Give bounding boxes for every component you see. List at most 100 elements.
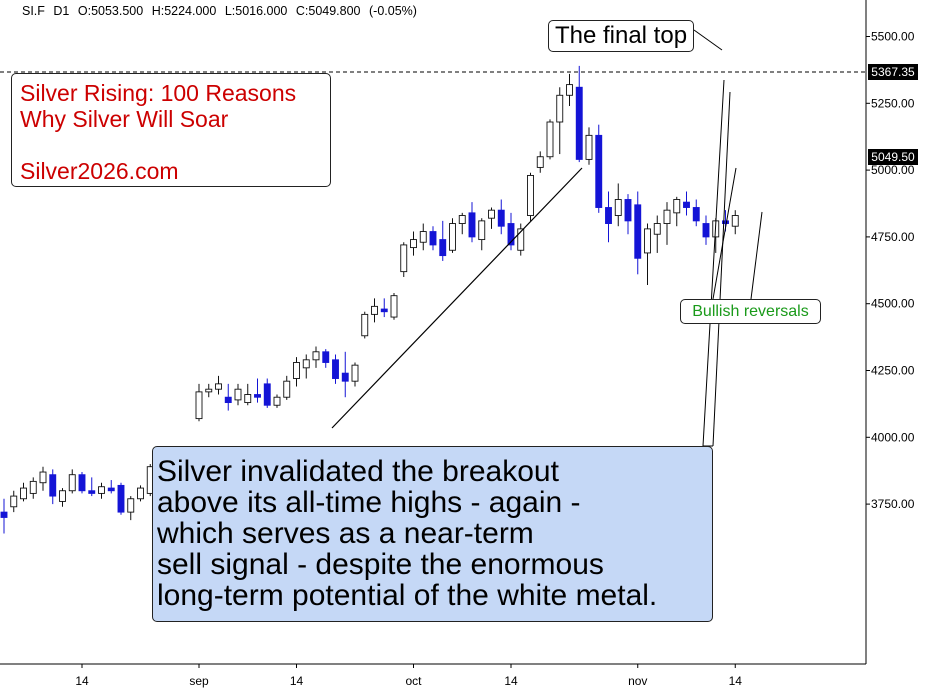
x-tick-label: 14 [75,674,89,688]
candle-body [722,220,729,224]
candle-body [78,474,86,492]
candle-body [293,362,300,379]
candle-body [20,487,27,500]
promo-website: Silver2026.com [20,158,179,184]
candle-body [634,204,642,259]
candle-body [68,474,76,492]
x-tick-label: sep [189,674,209,688]
x-tick-label: nov [628,674,647,688]
candle-body [390,295,398,318]
y-tick-label: 5500.00 [871,30,915,44]
bullish-pointer-2 [750,211,763,300]
candle-body [439,239,447,257]
candle-body [702,223,710,238]
candle-body [585,134,593,160]
candle-body [254,394,261,398]
x-tick-label: 14 [504,674,518,688]
candle-body [117,484,125,513]
high-value: H:5224.000 [151,4,217,18]
candle-body [127,498,135,513]
candle-body [595,134,603,208]
candle-body [0,511,8,518]
candle-body [458,215,466,224]
candle-body [49,474,57,497]
candle-body [527,174,534,216]
candle-body [507,223,515,246]
candle-body [653,223,661,235]
y-tick-label: 4250.00 [871,364,915,378]
commentary-line-3: which serves as a near-term [157,517,534,550]
y-tick-label: 4750.00 [871,230,915,244]
candle-body [263,383,271,406]
commentary-line-2: above its all-time highs - again - [157,486,581,519]
change-value: (-0.05%) [369,4,417,18]
commentary-line-4: sell signal - despite the enormous [157,548,604,581]
x-tick-label: oct [405,674,422,688]
commentary-line-5: long-term potential of the white metal. [157,579,658,612]
candle-body [332,359,339,379]
candle-body [400,244,408,273]
candle-body [731,215,739,227]
candle-body [351,364,359,382]
final-top-pointer [693,29,723,51]
reference-price-label: 5367.35 [868,63,918,80]
candle-body [614,199,622,216]
last-price-label: 5049.50 [868,148,918,165]
candle-body [429,231,437,246]
candle-body [663,209,671,224]
candle-body [380,308,388,313]
candle-body [410,239,417,249]
candle-body [224,396,232,404]
candle-body [556,94,564,123]
candle-body [39,471,47,484]
candle-body [107,487,115,492]
candle-body [468,212,476,238]
commentary-box: Silver invalidated the breakout above it… [152,446,713,622]
x-tick-label: 14 [290,674,304,688]
candle-body [29,480,37,494]
candle-body [205,388,213,393]
ohlc-header: SI.F D1 O:5053.500 H:5224.000 L:5016.000… [22,4,422,18]
candle-body [341,372,349,382]
open-value: O:5053.500 [77,4,144,18]
candle-body [488,209,495,219]
candle-body [244,394,252,404]
candle-body [692,207,700,222]
candle-body [605,207,612,224]
candle-body [361,313,369,337]
candle-body [497,209,505,227]
trend-line [331,167,583,429]
candle-body [215,383,222,390]
candle-body [312,351,320,361]
candle-body [371,305,378,315]
candle-body [673,199,681,214]
candle-body [273,396,281,406]
candle-body [98,486,105,494]
candle-body [302,359,310,369]
candle-body [419,231,427,243]
close-value: C:5049.800 [295,4,361,18]
final-top-callout: The final top [548,20,694,52]
promo-line-2: Why Silver Will Soar [20,106,229,132]
bullish-pointer-1 [712,167,737,300]
low-value: L:5016.000 [224,4,288,18]
candle-body [624,199,632,222]
timeframe-label: D1 [53,4,70,18]
candle-body [59,490,66,502]
promo-line-1: Silver Rising: 100 Reasons [20,80,297,106]
candle-body [88,490,96,494]
candle-body [449,223,456,251]
candle-body [234,388,242,401]
candle-body [322,351,330,363]
candle-body [478,220,486,241]
promo-box: Silver Rising: 100 Reasons Why Silver Wi… [11,73,331,187]
candle-body [10,495,18,508]
x-tick-label: 14 [729,674,743,688]
y-tick-label: 4000.00 [871,430,915,444]
candle-body [575,86,583,160]
candle-body [517,228,525,251]
y-tick-label: 4500.00 [871,297,915,311]
candle-body [137,487,144,500]
